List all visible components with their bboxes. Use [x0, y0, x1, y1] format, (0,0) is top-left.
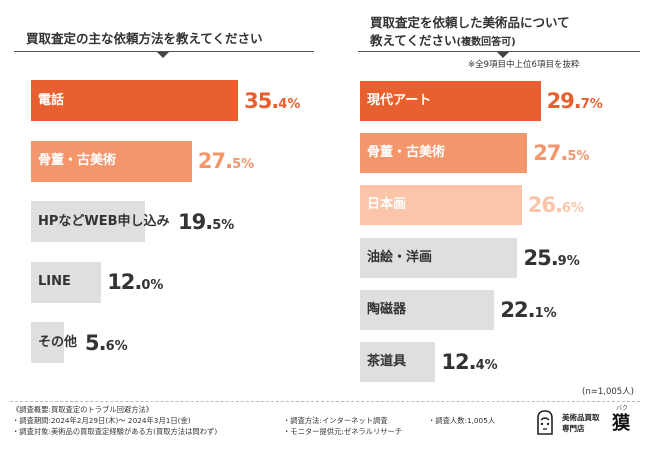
left-bar-value-5: 5.6% [85, 331, 128, 359]
right-title-pointer [497, 52, 509, 58]
footer-divider [10, 401, 640, 402]
brand-name: 獏 [612, 413, 630, 434]
left-bar-value-1: 35.4% [244, 89, 300, 117]
left-bar-label-2: 骨董・古美術 [38, 153, 117, 168]
left-bar-label-5: その他 [38, 334, 78, 350]
right-bar-value-dec-6: 4% [475, 358, 498, 373]
right-bar-label-3: 日本画 [367, 197, 407, 213]
survey-overview-title: 《調査概要:買取査定のトラブル回避方法》 [12, 405, 154, 414]
right-bar-2 [360, 133, 528, 174]
survey-target: ・調査対象:美術品の買取査定経験がある方(買取方法は問わず) [12, 427, 218, 436]
left-title-rule [14, 51, 314, 52]
left-bar-value-2: 27.5% [198, 149, 254, 177]
right-chart-title-sub: (複数回答可) [456, 37, 516, 48]
right-bar-value-1: 29.7% [547, 89, 603, 117]
left-bar-value-dec-3: 5% [212, 217, 235, 233]
right-bar-value-3: 26.6% [528, 193, 584, 221]
survey-count: ・調査人数:1,005人 [428, 416, 496, 425]
right-bar-value-dec-1: 7% [580, 97, 603, 112]
left-bar-label-1: 電話 [38, 92, 65, 108]
right-bar-value-int-6: 12. [441, 350, 476, 374]
left-bar-4 [31, 261, 102, 303]
left-bar-label-4: LINE [38, 274, 71, 289]
left-bar-5 [31, 322, 64, 363]
right-bar-value-int-5: 22. [500, 297, 535, 322]
right-bar-value-dec-5: 1% [534, 305, 557, 321]
left-chart-title: 買取査定の主な依頼方法を教えてください [26, 31, 263, 46]
brand-tagline-2: 専門店 [562, 424, 585, 433]
left-bar-value-dec-5: 6% [105, 338, 128, 354]
right-bar-value-int-2: 27. [533, 141, 568, 166]
right-bar-4 [360, 237, 518, 278]
right-bar-label-6: 茶道具 [367, 354, 407, 369]
right-bar-value-dec-2: 5% [567, 149, 590, 165]
right-chart-title-main: 教えてください [370, 33, 457, 48]
left-bar-value-4: 12.0% [107, 270, 163, 298]
right-bar-value-int-3: 26. [527, 193, 563, 218]
right-bar-3 [360, 185, 522, 226]
right-bar-5 [360, 289, 495, 330]
right-bar-value-2: 27.5% [533, 141, 589, 169]
right-chart-note: ※全9項目中上位6項目を抜粋 [468, 60, 580, 70]
brand-tagline-1: 美術品買取 [562, 413, 600, 422]
right-bar-label-5: 陶磁器 [367, 301, 407, 317]
right-bar-value-5: 22.1% [500, 298, 556, 326]
sample-size-note: (n=1,005人) [582, 387, 634, 397]
left-bar-value-int-2: 27. [197, 149, 233, 173]
right-bar-value-int-4: 25. [523, 245, 558, 270]
right-chart-title-line1: 買取査定を依頼した美術品について [370, 15, 570, 30]
right-bar-value-int-1: 29. [546, 89, 582, 113]
right-bar-6 [360, 342, 436, 382]
left-bar-value-int-5: 5. [85, 330, 107, 355]
left-bar-value-dec-4: 0% [141, 278, 164, 293]
left-bar-value-3: 19.5% [178, 210, 234, 238]
left-bar-3 [31, 201, 146, 242]
survey-monitor: ・モニター提供元:ゼネラルリサーチ [283, 427, 403, 436]
survey-method: ・調査方法:インターネット調査 [283, 416, 388, 425]
left-bar-value-dec-1: 4% [278, 96, 301, 112]
left-bar-label-3: HPなどWEB申し込み [38, 213, 170, 229]
left-bar-1 [31, 80, 239, 121]
left-bar-value-int-1: 35. [244, 88, 279, 113]
left-bar-2 [31, 140, 192, 182]
right-chart-title-line2: 教えてください(複数回答可) [370, 32, 516, 51]
survey-period: ・調査期間:2024年2月29日(木)〜 2024年3月1日(金) [12, 416, 191, 425]
right-bar-value-dec-4: 9% [557, 253, 580, 269]
right-bar-value-4: 25.9% [523, 246, 579, 274]
left-bar-value-int-3: 19. [178, 209, 213, 234]
right-bar-value-6: 12.4% [441, 350, 497, 378]
right-bar-1 [360, 81, 541, 121]
brand-ruby: バク [616, 405, 629, 412]
right-title-rule [358, 51, 640, 52]
left-title-pointer [157, 52, 169, 58]
right-bar-value-dec-3: 6% [561, 201, 584, 217]
right-bar-label-1: 現代アート [367, 93, 432, 108]
left-bar-value-dec-2: 5% [232, 157, 255, 172]
right-bar-label-2: 骨董・古美術 [367, 145, 446, 161]
tapir-logo-icon [537, 410, 553, 435]
left-bar-value-int-4: 12. [107, 270, 142, 294]
right-bar-label-4: 油絵・洋画 [367, 249, 433, 265]
